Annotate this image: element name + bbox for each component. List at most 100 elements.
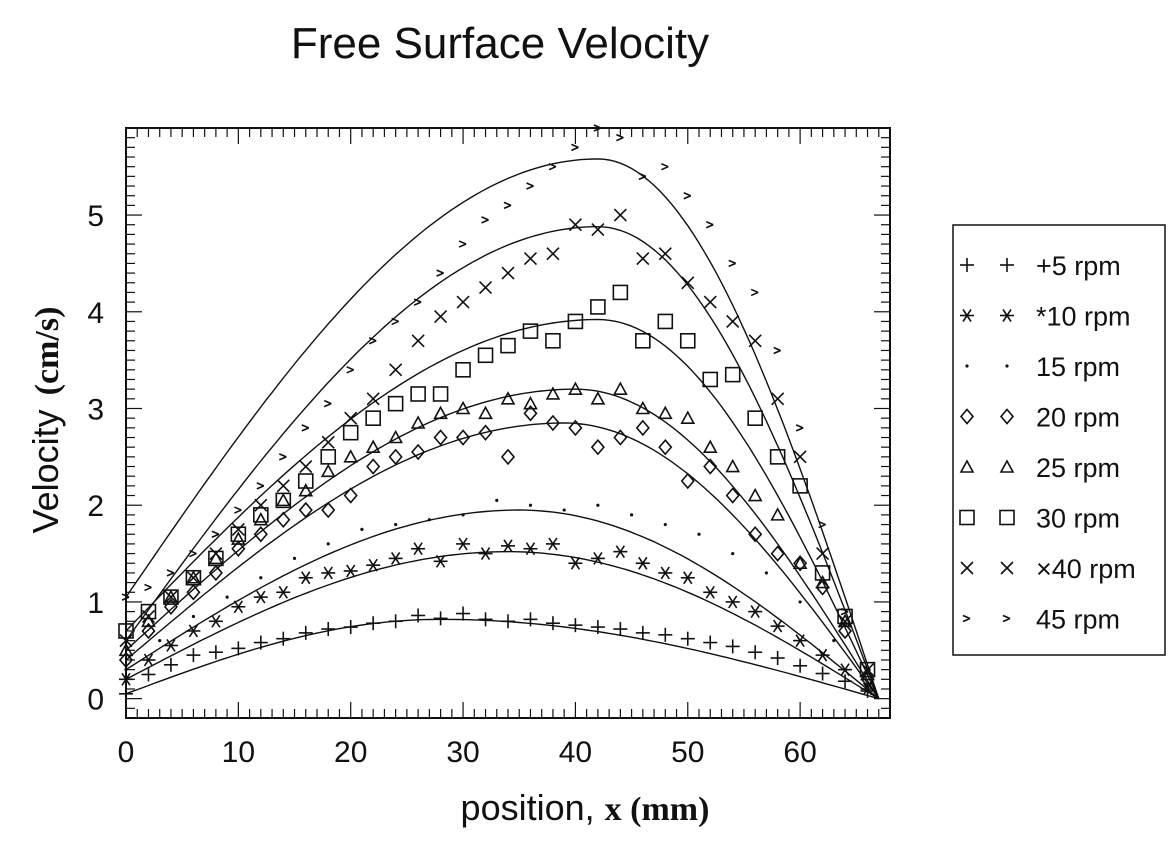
data-point [770,619,785,633]
data-point [679,332,696,349]
data-point [411,608,426,623]
data-point [636,252,650,266]
data-point [456,606,471,621]
marker-shape [702,371,719,388]
data-point [725,458,741,473]
marker-shape [523,395,538,410]
marker-shape [500,448,516,466]
data-point [253,507,269,523]
x-tick-label: 60 [783,736,816,769]
marker-stroke [391,320,399,326]
marker-shape [657,313,674,330]
marker-stroke [1002,617,1011,623]
data-point [793,658,808,673]
legend-label: 20 rpm [1036,403,1120,433]
data-point [191,614,196,619]
y-tick-label: 4 [87,297,104,330]
data-point [211,530,220,538]
data-point [461,513,465,517]
data-point [433,429,448,446]
fit-curve [125,550,880,700]
marker-shape [433,429,448,446]
marker-stroke [119,634,133,648]
data-point [568,556,583,570]
legend-entry: 20 rpm [959,403,1120,433]
data-point [298,483,314,497]
legend-entry: *10 rpm [960,302,1131,332]
marker-stroke [816,547,830,561]
marker-stroke [413,542,423,556]
marker-shape [276,511,291,528]
marker-shape [455,362,471,378]
y-tick-label: 1 [87,587,104,620]
marker-shape [478,424,493,441]
marker-stroke [366,392,380,406]
series-20-rpm [118,405,880,700]
marker-dot [798,600,802,604]
data-point [259,576,263,580]
marker-stroke [323,402,332,408]
data-point [343,487,358,504]
marker-stroke [436,272,444,277]
data-point [613,622,628,637]
data-point [230,526,247,543]
marker-shape [185,569,202,586]
data-point [163,589,179,603]
data-point [548,162,557,171]
data-point [366,558,381,572]
marker-stroke [658,247,672,261]
marker-shape [208,564,223,582]
data-point [545,616,560,631]
data-point [321,622,336,637]
data-point [365,439,381,453]
data-point [141,622,156,640]
data-point [141,609,156,624]
data-point [522,323,539,339]
data-point [705,220,714,229]
data-point [500,448,516,466]
data-point [616,133,624,142]
data-point [388,448,403,466]
marker-shape [297,473,314,489]
marker-shape [298,483,314,497]
marker-shape [635,419,650,437]
marker-stroke [323,399,332,405]
data-point [163,639,178,652]
legend-marker [999,408,1015,425]
data-point [591,222,605,237]
marker-dot [191,614,196,619]
marker-shape [613,381,628,395]
data-point [501,539,515,553]
legend-marker [960,258,974,272]
marker-shape [747,487,763,502]
marker-stroke [705,220,714,226]
data-point [433,554,448,568]
marker-stroke [638,172,647,178]
marker-shape [747,410,763,426]
marker-shape [253,507,269,523]
marker-dot [528,503,533,507]
data-point [725,639,740,654]
marker-stroke [481,219,489,224]
data-point [275,492,291,507]
marker-stroke [660,566,670,580]
marker-stroke [278,453,287,458]
fit-curve [125,158,880,699]
data-point [436,269,444,277]
data-point [523,395,538,410]
data-point [394,522,398,527]
marker-stroke [144,583,152,589]
data-point [321,501,336,519]
marker-stroke [526,185,534,190]
marker-stroke [523,252,538,266]
data-point [253,512,269,526]
data-point [680,571,695,585]
marker-stroke [390,551,401,565]
marker-shape [770,507,785,521]
marker-shape [523,405,538,422]
marker-shape [275,492,291,507]
data-point [859,661,876,678]
marker-shape [186,570,201,584]
data-point [523,612,538,627]
data-point [389,363,403,377]
